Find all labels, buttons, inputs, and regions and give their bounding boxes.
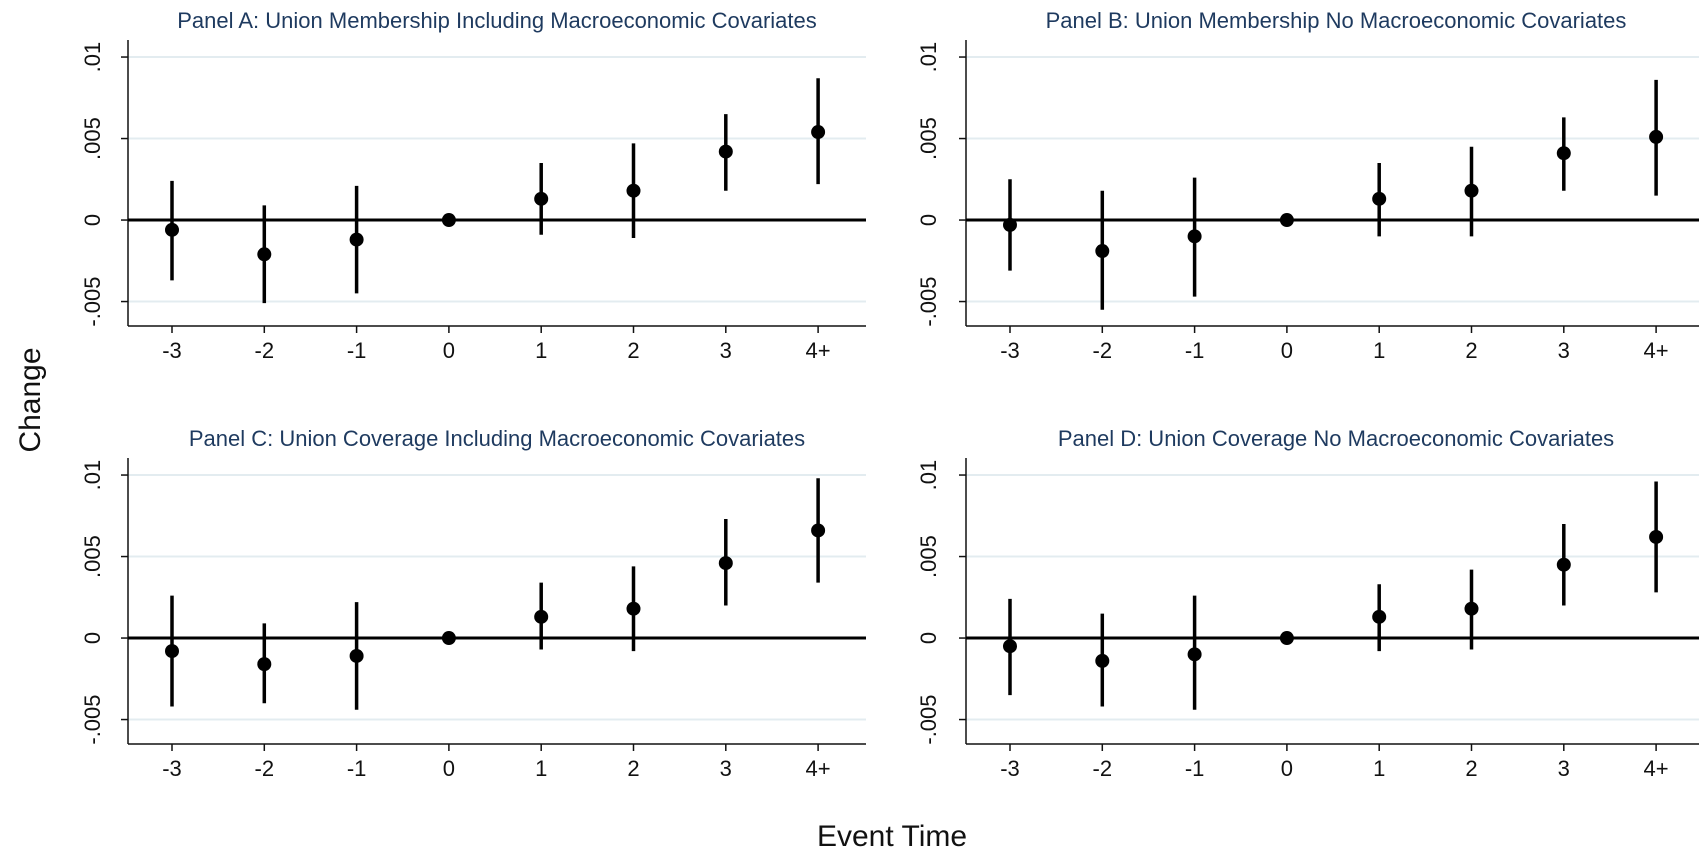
x-tick-label: -3 bbox=[1000, 756, 1020, 781]
x-tick-label: 4+ bbox=[806, 338, 831, 363]
data-point bbox=[1649, 129, 1664, 144]
y-tick-label: .01 bbox=[80, 460, 105, 491]
x-tick-label: 2 bbox=[1465, 756, 1477, 781]
data-point bbox=[441, 213, 456, 228]
y-tick-label: 0 bbox=[80, 214, 105, 226]
y-tick-label: -.005 bbox=[916, 276, 941, 326]
data-point bbox=[1372, 609, 1387, 624]
x-tick-label: 2 bbox=[1465, 338, 1477, 363]
x-tick-label: -3 bbox=[162, 338, 182, 363]
y-tick-label: 0 bbox=[80, 632, 105, 644]
x-tick-label: -1 bbox=[1185, 756, 1205, 781]
x-tick-label: 0 bbox=[443, 338, 455, 363]
data-point bbox=[1556, 146, 1571, 161]
x-tick-label: 3 bbox=[720, 338, 732, 363]
x-tick-label: -3 bbox=[1000, 338, 1020, 363]
x-tick-label: 1 bbox=[535, 756, 547, 781]
data-point bbox=[349, 232, 364, 247]
x-tick-label: 0 bbox=[443, 756, 455, 781]
y-tick-label: .01 bbox=[80, 42, 105, 73]
y-tick-label: -.005 bbox=[80, 694, 105, 744]
data-point bbox=[1372, 191, 1387, 206]
data-point bbox=[1095, 653, 1110, 668]
data-point bbox=[257, 657, 272, 672]
data-point bbox=[1187, 647, 1202, 662]
y-tick-label: .005 bbox=[916, 117, 941, 160]
x-tick-label: -1 bbox=[347, 338, 367, 363]
figure-x-axis-title: Event Time bbox=[817, 820, 967, 853]
panel-b: .01 .005 0 -.005 -3 -2 -1 0 1 2 3 4+ Panel B: Union … bbox=[916, 8, 1699, 363]
data-point bbox=[349, 648, 364, 663]
y-tick-label: .01 bbox=[916, 460, 941, 491]
data-point bbox=[1187, 229, 1202, 244]
x-tick-label: 0 bbox=[1281, 338, 1293, 363]
x-tick-label: 3 bbox=[1558, 338, 1570, 363]
panels-group: .01 .005 0 -.005 -3 -2 -1 0 1 2 3 4+ Panel A: Union … bbox=[80, 8, 1699, 781]
data-point bbox=[534, 191, 549, 206]
panel-title: Panel B: Union Membership No Macroeconom… bbox=[1046, 8, 1627, 33]
data-point bbox=[1279, 213, 1294, 228]
x-tick-label: 3 bbox=[720, 756, 732, 781]
x-tick-label: 0 bbox=[1281, 756, 1293, 781]
data-point bbox=[534, 609, 549, 624]
data-point bbox=[626, 183, 641, 198]
data-point bbox=[1556, 557, 1571, 572]
x-tick-label: 4+ bbox=[1644, 338, 1669, 363]
y-tick-label: .01 bbox=[916, 42, 941, 73]
y-tick-label: 0 bbox=[916, 632, 941, 644]
data-point bbox=[1003, 639, 1017, 654]
data-point bbox=[257, 247, 272, 262]
panel-a: .01 .005 0 -.005 -3 -2 -1 0 1 2 3 4+ Panel A: Union … bbox=[80, 8, 866, 363]
data-point bbox=[1464, 601, 1479, 616]
x-tick-label: -1 bbox=[347, 756, 367, 781]
panel-title: Panel A: Union Membership Including Macr… bbox=[177, 8, 817, 33]
data-point bbox=[811, 523, 826, 538]
y-tick-label: 0 bbox=[916, 214, 941, 226]
x-tick-label: -2 bbox=[255, 338, 275, 363]
data-point bbox=[1649, 529, 1664, 544]
data-point bbox=[165, 222, 179, 237]
x-tick-label: 1 bbox=[1373, 338, 1385, 363]
data-point bbox=[811, 125, 826, 140]
x-tick-label: -2 bbox=[255, 756, 275, 781]
x-tick-label: -2 bbox=[1093, 756, 1113, 781]
data-point bbox=[1095, 244, 1110, 259]
data-point bbox=[718, 556, 733, 571]
y-tick-label: -.005 bbox=[916, 694, 941, 744]
x-tick-label: 2 bbox=[627, 338, 639, 363]
x-tick-label: 1 bbox=[535, 338, 547, 363]
x-tick-label: -3 bbox=[162, 756, 182, 781]
x-tick-label: 4+ bbox=[1644, 756, 1669, 781]
data-point bbox=[718, 144, 733, 159]
panel-d: .01 .005 0 -.005 -3 -2 -1 0 1 2 3 4+ Panel D: Union … bbox=[916, 426, 1699, 781]
x-tick-label: 3 bbox=[1558, 756, 1570, 781]
data-point bbox=[1003, 217, 1017, 232]
y-tick-label: .005 bbox=[80, 117, 105, 160]
x-tick-label: -1 bbox=[1185, 338, 1205, 363]
figure-y-axis-title: Change bbox=[14, 347, 47, 452]
data-point bbox=[1464, 183, 1479, 198]
data-point bbox=[165, 644, 179, 659]
x-tick-label: -2 bbox=[1093, 338, 1113, 363]
data-point bbox=[441, 631, 456, 646]
y-tick-label: .005 bbox=[916, 535, 941, 578]
data-point bbox=[626, 601, 641, 616]
data-point bbox=[1279, 631, 1294, 646]
x-tick-label: 2 bbox=[627, 756, 639, 781]
y-tick-label: .005 bbox=[80, 535, 105, 578]
x-tick-label: 4+ bbox=[806, 756, 831, 781]
panel-c: .01 .005 0 -.005 -3 -2 -1 0 1 2 3 4+ Panel C: Union … bbox=[80, 426, 866, 781]
panel-title: Panel C: Union Coverage Including Macroe… bbox=[189, 426, 805, 451]
y-tick-label: -.005 bbox=[80, 276, 105, 326]
x-tick-label: 1 bbox=[1373, 756, 1385, 781]
panel-title: Panel D: Union Coverage No Macroeconomic… bbox=[1058, 426, 1614, 451]
